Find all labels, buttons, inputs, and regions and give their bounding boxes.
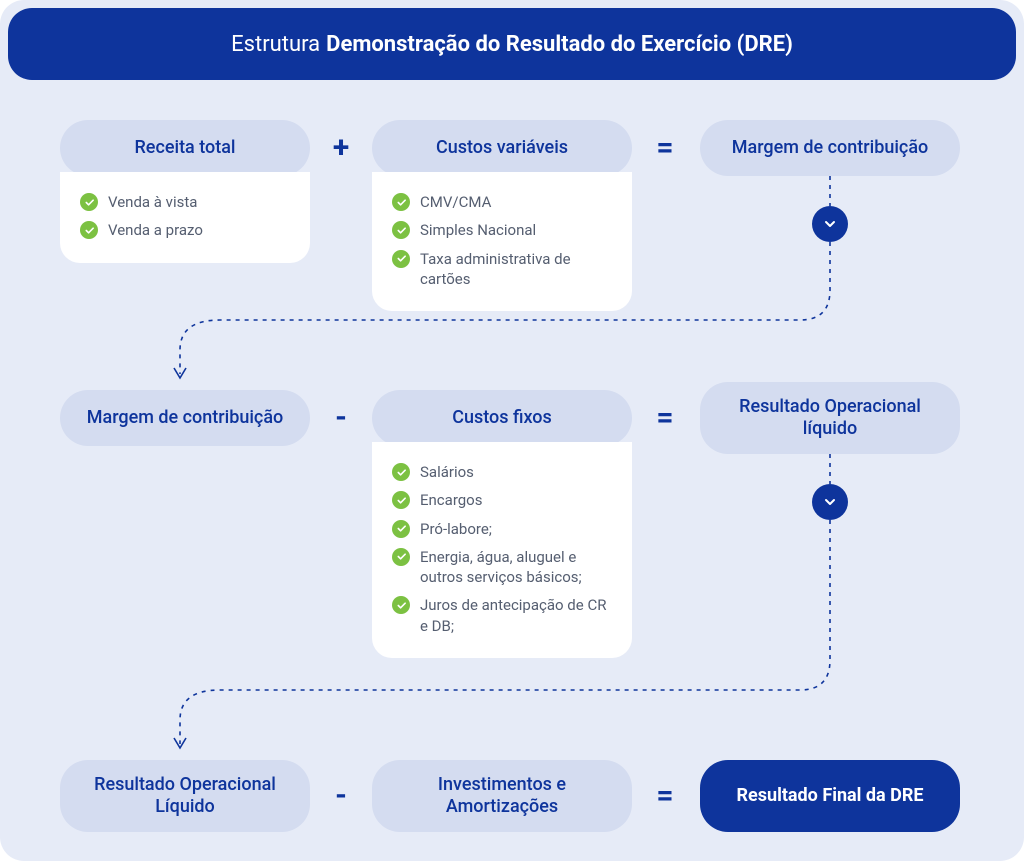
pill-label: Resultado Operacional Líquido [78, 774, 292, 819]
list-item: Simples Nacional [392, 216, 612, 244]
pill-label: Resultado Final da DRE [736, 785, 923, 808]
list-custos-fixos: Salários Encargos Pró-labore; Energia, água… [392, 458, 612, 640]
card-receita-total: Venda à vista Venda a prazo [60, 172, 310, 263]
pill-label: Margem de contribuição [732, 137, 929, 160]
list-item-text: Pró-labore; [420, 519, 492, 539]
list-item: Pró-labore; [392, 515, 612, 543]
check-icon [392, 193, 410, 211]
pill-resultado-final: Resultado Final da DRE [700, 760, 960, 832]
list-item-text: Simples Nacional [420, 220, 536, 240]
pill-resultado-operacional: Resultado Operacional líquido [700, 382, 960, 454]
header-text-bold: Demonstração do Resultado do Exercício (… [326, 32, 793, 57]
pill-resultado-operacional-2: Resultado Operacional Líquido [60, 760, 310, 832]
list-item-text: Venda a prazo [108, 220, 203, 240]
card-custos-variaveis: CMV/CMA Simples Nacional Taxa administrati… [372, 172, 632, 311]
pill-custos-variaveis: Custos variáveis [372, 120, 632, 176]
chevron-down-icon [812, 206, 848, 242]
card-custos-fixos: Salários Encargos Pró-labore; Energia, água… [372, 442, 632, 658]
list-item: Salários [392, 458, 612, 486]
header-text-light: Estrutura [231, 32, 320, 57]
check-icon [392, 463, 410, 481]
list-custos-variaveis: CMV/CMA Simples Nacional Taxa administrati… [392, 188, 612, 293]
list-item: Energia, água, aluguel e outros serviços… [392, 543, 612, 592]
list-item-text: Venda à vista [108, 192, 197, 212]
pill-margem-contribuicao-2: Margem de contribuição [60, 390, 310, 446]
check-icon [80, 221, 98, 239]
operator-minus-2: - [326, 780, 356, 810]
operator-equals-2: = [650, 402, 680, 432]
operator-equals-3: = [650, 780, 680, 810]
pill-label: Custos fixos [452, 407, 552, 430]
list-item-text: Juros de antecipação de CR e DB; [420, 595, 612, 636]
check-icon [392, 596, 410, 614]
list-item: Venda à vista [80, 188, 290, 216]
list-item-text: Energia, água, aluguel e outros serviços… [420, 547, 612, 588]
check-icon [392, 491, 410, 509]
list-item: CMV/CMA [392, 188, 612, 216]
list-item: Encargos [392, 486, 612, 514]
check-icon [392, 548, 410, 566]
pill-custos-fixos: Custos fixos [372, 390, 632, 446]
list-item: Taxa administrativa de cartões [392, 245, 612, 294]
check-icon [392, 520, 410, 538]
diagram-canvas: Estrutura Demonstração do Resultado do E… [0, 0, 1024, 861]
list-item: Juros de antecipação de CR e DB; [392, 591, 612, 640]
pill-label: Investimentos e Amortizações [390, 774, 614, 819]
check-icon [392, 250, 410, 268]
pill-label: Resultado Operacional líquido [718, 396, 942, 441]
list-item-text: Salários [420, 462, 474, 482]
check-icon [80, 193, 98, 211]
pill-label: Margem de contribuição [87, 407, 284, 430]
operator-equals: = [650, 132, 680, 162]
pill-margem-contribuicao: Margem de contribuição [700, 120, 960, 176]
pill-investimentos: Investimentos e Amortizações [372, 760, 632, 832]
pill-label: Receita total [134, 137, 235, 160]
operator-minus: - [326, 402, 356, 432]
list-receita-total: Venda à vista Venda a prazo [80, 188, 290, 245]
operator-plus: + [326, 132, 356, 162]
list-item-text: CMV/CMA [420, 192, 491, 212]
pill-label: Custos variáveis [436, 137, 568, 160]
list-item: Venda a prazo [80, 216, 290, 244]
check-icon [392, 221, 410, 239]
chevron-down-icon [812, 484, 848, 520]
header-bar: Estrutura Demonstração do Resultado do E… [8, 8, 1016, 80]
list-item-text: Taxa administrativa de cartões [420, 249, 612, 290]
list-item-text: Encargos [420, 490, 482, 510]
pill-receita-total: Receita total [60, 120, 310, 176]
